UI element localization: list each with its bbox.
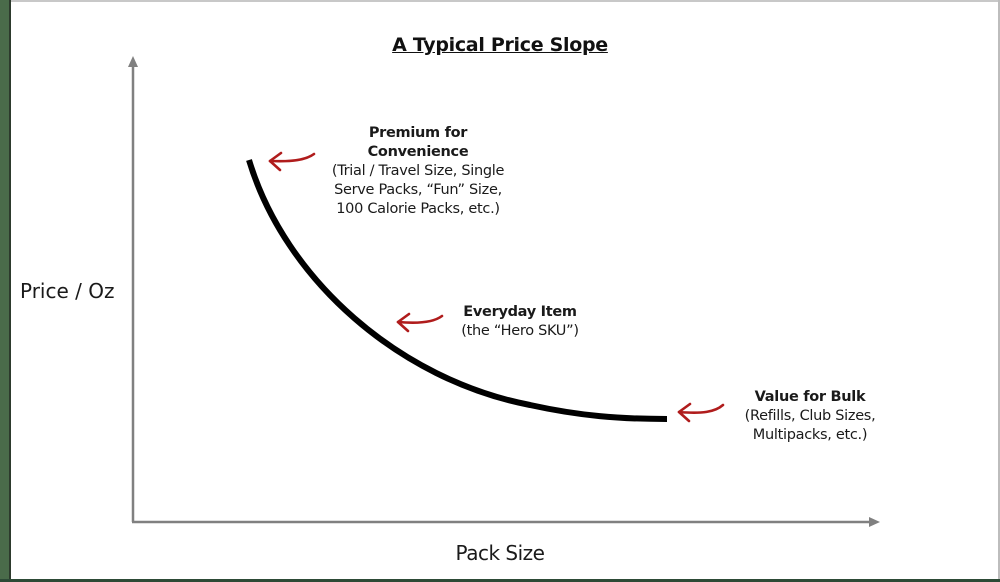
x-axis-label: Pack Size xyxy=(455,541,545,565)
left-border-line xyxy=(9,0,11,582)
annotation-everyday: Everyday Item (the “Hero SKU”) xyxy=(450,303,590,341)
annotation-title: Premium for Convenience xyxy=(367,125,469,160)
x-axis xyxy=(132,517,880,527)
annotation-detail: (Refills, Club Sizes, xyxy=(744,408,876,424)
right-border xyxy=(998,0,1000,582)
annotation-detail: 100 Calorie Packs, etc.) xyxy=(336,201,500,217)
annotation-detail: Multipacks, etc.) xyxy=(752,427,868,443)
arrow-icon-everyday xyxy=(396,312,444,333)
y-axis-arrowhead-icon xyxy=(128,56,138,67)
y-axis xyxy=(128,56,138,522)
annotation-bulk: Value for Bulk (Refills, Club Sizes, Mul… xyxy=(735,388,885,445)
annotation-title: Value for Bulk xyxy=(754,389,866,405)
top-border xyxy=(11,0,1000,2)
annotation-detail: (the “Hero SKU”) xyxy=(461,323,579,339)
x-axis-arrowhead-icon xyxy=(869,517,880,527)
annotation-premium: Premium for Convenience (Trial / Travel … xyxy=(318,124,518,219)
annotation-detail: (Trial / Travel Size, Single xyxy=(331,163,505,179)
arrow-icon-bulk xyxy=(677,402,725,423)
annotation-detail: Serve Packs, “Fun” Size, xyxy=(334,182,502,198)
y-axis-label: Price / Oz xyxy=(20,279,115,303)
left-border xyxy=(0,0,9,582)
chart-title: A Typical Price Slope xyxy=(392,34,608,56)
arrow-icon-premium xyxy=(268,151,316,172)
price-slope-curve xyxy=(246,159,668,422)
bottom-border xyxy=(0,579,1000,582)
annotation-title: Everyday Item xyxy=(463,304,577,320)
